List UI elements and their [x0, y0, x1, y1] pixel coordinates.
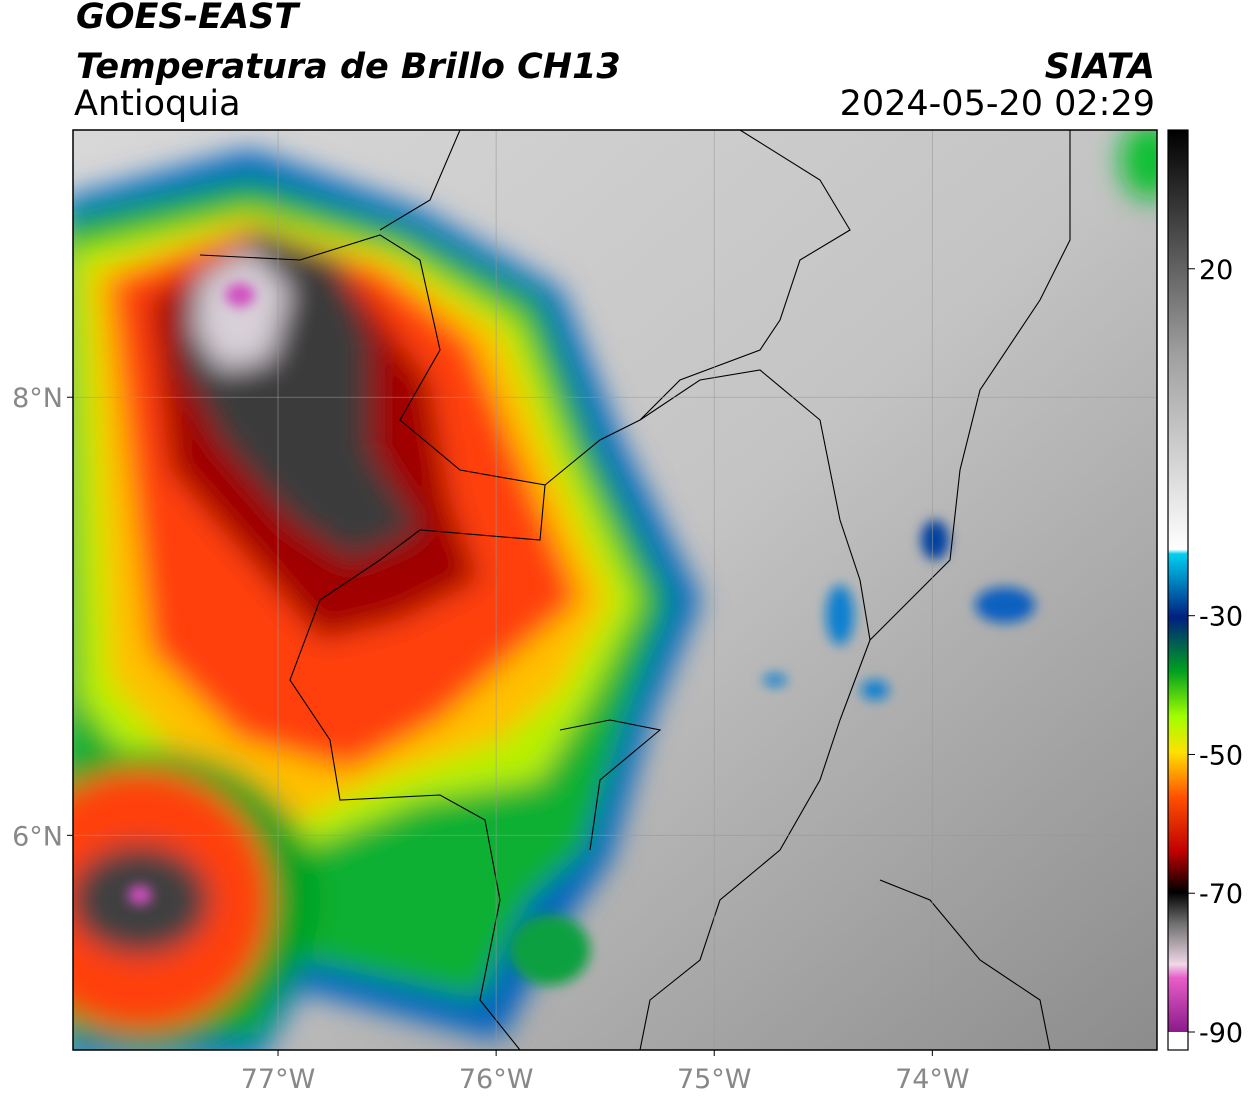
- region: Antioquia: [74, 84, 241, 124]
- lon-tick-label: 76°W: [459, 1064, 534, 1095]
- product: Temperatura de Brillo CH13: [76, 47, 621, 87]
- colorbar-tick-label: 20: [1199, 255, 1233, 286]
- lat-tick-label: 6°N: [12, 821, 63, 852]
- colorbar-frame: [1167, 129, 1189, 1051]
- colorbar-tick-label: -30: [1199, 602, 1243, 633]
- imagery: [73, 130, 1157, 1050]
- map-frame: [72, 129, 1158, 1051]
- satellite: GOES-EAST: [76, 0, 301, 37]
- graticule: [73, 130, 1157, 1050]
- lat-tick-label: 8°N: [12, 383, 63, 414]
- colorbar-tick-label: -50: [1199, 740, 1243, 771]
- colorbar-tick-label: -70: [1199, 879, 1243, 910]
- colorbar-under: [1168, 1032, 1188, 1050]
- colorbar-tick-label: -90: [1199, 1018, 1243, 1049]
- lon-tick-label: 74°W: [895, 1064, 970, 1095]
- lon-tick-label: 77°W: [241, 1064, 316, 1095]
- source: SIATA: [1045, 47, 1155, 87]
- colorbar: [1168, 130, 1188, 1032]
- datetime: 2024-05-20 02:29: [840, 84, 1155, 124]
- lon-tick-label: 75°W: [677, 1064, 752, 1095]
